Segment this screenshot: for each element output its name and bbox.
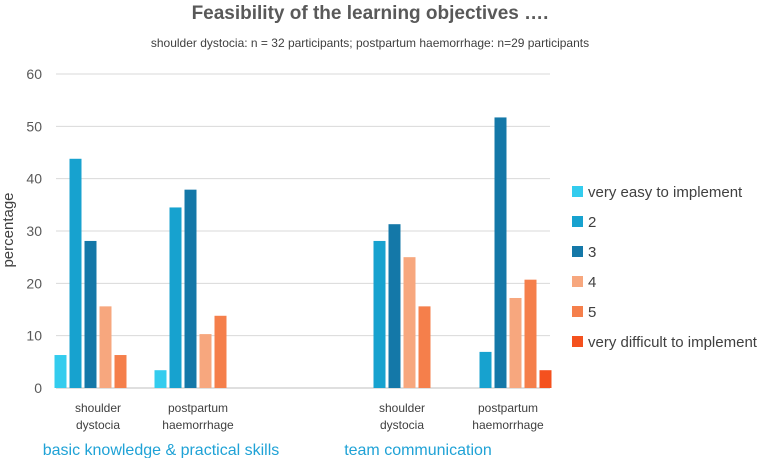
y-tick-label: 20 bbox=[26, 275, 42, 291]
legend-label: 4 bbox=[588, 274, 596, 291]
y-tick-label: 10 bbox=[26, 328, 42, 344]
y-tick-label: 30 bbox=[26, 223, 42, 239]
category-label: haemorrhage bbox=[162, 418, 234, 432]
bar bbox=[54, 355, 67, 388]
bar bbox=[99, 306, 112, 388]
category-label: haemorrhage bbox=[472, 418, 544, 432]
category-label: dystocia bbox=[380, 418, 424, 432]
legend-swatch bbox=[572, 306, 583, 317]
bar bbox=[169, 207, 182, 388]
y-axis-label: percentage bbox=[0, 192, 17, 267]
chart-title: Feasibility of the learning objectives …… bbox=[192, 3, 549, 24]
legend-swatch bbox=[572, 276, 583, 287]
bar bbox=[479, 351, 492, 388]
legend-label: 3 bbox=[588, 244, 596, 261]
group-label-basic-knowledge: basic knowledge & practical skills bbox=[43, 442, 280, 458]
category-label: postpartum bbox=[478, 401, 538, 415]
legend-swatch bbox=[572, 216, 583, 227]
bar bbox=[84, 240, 97, 388]
legend-label: 2 bbox=[588, 214, 596, 231]
bar bbox=[373, 240, 386, 388]
legend-label: 5 bbox=[588, 304, 596, 321]
bar bbox=[539, 370, 552, 388]
category-label: dystocia bbox=[76, 418, 120, 432]
y-tick-label: 60 bbox=[26, 66, 42, 82]
legend: very easy to implement 2 3 4 5 very difficult… bbox=[572, 184, 758, 351]
bar bbox=[214, 315, 227, 388]
bar bbox=[388, 224, 401, 388]
legend-swatch bbox=[572, 336, 583, 347]
x-axis: shoulder dystocia postpartum haemorrhage sho… bbox=[75, 401, 544, 432]
category-label: shoulder bbox=[75, 401, 121, 415]
gridlines bbox=[56, 73, 550, 389]
bar bbox=[494, 117, 507, 388]
category-label: shoulder bbox=[379, 401, 425, 415]
bar bbox=[524, 279, 537, 388]
bar bbox=[184, 189, 197, 388]
legend-swatch bbox=[572, 186, 583, 197]
bar bbox=[114, 355, 127, 388]
bar bbox=[418, 306, 431, 388]
plot-area bbox=[54, 117, 552, 388]
bar bbox=[199, 334, 212, 388]
bar bbox=[154, 370, 167, 388]
group-label-team-communication: team communication bbox=[344, 442, 492, 458]
bar bbox=[509, 297, 522, 388]
legend-label: very difficult to implement bbox=[588, 334, 758, 351]
y-axis: 0 10 20 30 40 50 60 bbox=[26, 66, 42, 396]
legend-label: very easy to implement bbox=[588, 184, 743, 201]
bar bbox=[403, 257, 416, 388]
bar bbox=[69, 158, 82, 388]
y-tick-label: 40 bbox=[26, 171, 42, 187]
category-label: postpartum bbox=[168, 401, 228, 415]
legend-swatch bbox=[572, 246, 583, 257]
y-tick-label: 50 bbox=[26, 118, 42, 134]
chart-subtitle: shoulder dystocia: n = 32 participants; … bbox=[151, 36, 589, 50]
y-tick-label: 0 bbox=[34, 380, 42, 396]
